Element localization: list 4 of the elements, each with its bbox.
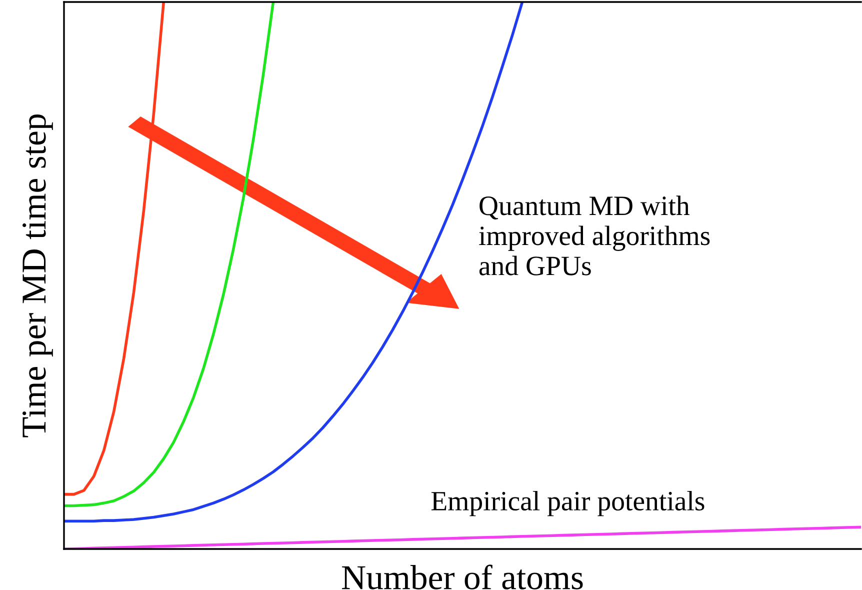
annotation: Empirical pair potentials <box>431 490 704 516</box>
y-axis-title: Time per MD time step <box>22 114 53 438</box>
x-axis-title: Number of atoms <box>342 564 583 590</box>
annotation: Quantum MD with improved algorithms and GPUs <box>479 196 710 276</box>
